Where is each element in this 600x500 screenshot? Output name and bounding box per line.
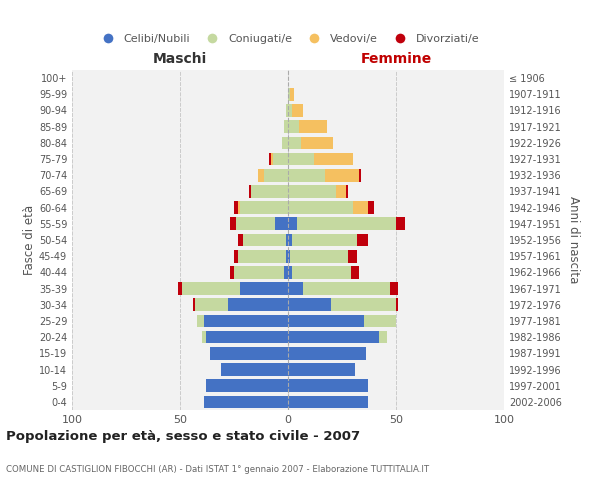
Bar bbox=[269, 152, 271, 166]
Bar bbox=[197, 314, 204, 328]
Bar bbox=[288, 218, 296, 230]
Bar bbox=[303, 282, 389, 295]
Bar bbox=[349, 250, 357, 262]
Bar bbox=[210, 347, 288, 360]
Bar bbox=[249, 185, 251, 198]
Bar bbox=[288, 380, 368, 392]
Bar bbox=[241, 202, 288, 214]
Bar bbox=[325, 169, 359, 181]
Bar bbox=[292, 234, 357, 246]
Bar bbox=[288, 136, 301, 149]
Bar bbox=[288, 185, 335, 198]
Bar bbox=[227, 298, 288, 311]
Bar bbox=[346, 185, 349, 198]
Bar bbox=[204, 314, 288, 328]
Bar bbox=[368, 202, 374, 214]
Bar bbox=[242, 234, 286, 246]
Bar bbox=[335, 185, 346, 198]
Bar bbox=[288, 282, 303, 295]
Bar bbox=[292, 266, 350, 278]
Bar bbox=[288, 152, 314, 166]
Bar bbox=[234, 250, 238, 262]
Bar bbox=[396, 298, 398, 311]
Bar bbox=[288, 266, 292, 278]
Bar bbox=[286, 104, 288, 117]
Bar bbox=[389, 282, 398, 295]
Bar bbox=[288, 202, 353, 214]
Bar bbox=[290, 250, 349, 262]
Bar bbox=[288, 88, 290, 101]
Bar bbox=[286, 234, 288, 246]
Bar bbox=[182, 282, 241, 295]
Y-axis label: Anni di nascita: Anni di nascita bbox=[567, 196, 580, 284]
Bar bbox=[238, 250, 286, 262]
Bar bbox=[286, 250, 288, 262]
Bar bbox=[251, 185, 288, 198]
Bar bbox=[206, 380, 288, 392]
Bar bbox=[271, 152, 273, 166]
Bar bbox=[234, 202, 238, 214]
Bar bbox=[238, 234, 242, 246]
Text: COMUNE DI CASTIGLION FIBOCCHI (AR) - Dati ISTAT 1° gennaio 2007 - Elaborazione T: COMUNE DI CASTIGLION FIBOCCHI (AR) - Dat… bbox=[6, 465, 429, 474]
Bar bbox=[288, 120, 299, 133]
Text: Femmine: Femmine bbox=[361, 52, 431, 66]
Bar bbox=[288, 314, 364, 328]
Bar bbox=[284, 266, 288, 278]
Bar bbox=[288, 250, 290, 262]
Text: Popolazione per età, sesso e stato civile - 2007: Popolazione per età, sesso e stato civil… bbox=[6, 430, 360, 443]
Bar bbox=[206, 331, 288, 344]
Text: Maschi: Maschi bbox=[153, 52, 207, 66]
Bar bbox=[195, 298, 227, 311]
Y-axis label: Fasce di età: Fasce di età bbox=[23, 205, 36, 275]
Bar bbox=[230, 266, 234, 278]
Bar bbox=[273, 152, 288, 166]
Bar bbox=[364, 314, 396, 328]
Bar bbox=[204, 396, 288, 408]
Bar bbox=[193, 298, 195, 311]
Bar bbox=[202, 331, 206, 344]
Bar bbox=[357, 234, 368, 246]
Bar bbox=[350, 266, 359, 278]
Bar bbox=[296, 218, 396, 230]
Legend: Celibi/Nubili, Coniugati/e, Vedovi/e, Divorziati/e: Celibi/Nubili, Coniugati/e, Vedovi/e, Di… bbox=[97, 34, 479, 44]
Bar bbox=[288, 298, 331, 311]
Bar bbox=[241, 282, 288, 295]
Bar bbox=[290, 88, 295, 101]
Bar bbox=[353, 202, 368, 214]
Bar bbox=[234, 266, 284, 278]
Bar bbox=[221, 363, 288, 376]
Bar bbox=[396, 218, 404, 230]
Bar bbox=[331, 298, 396, 311]
Bar bbox=[178, 282, 182, 295]
Bar bbox=[275, 218, 288, 230]
Bar bbox=[299, 120, 327, 133]
Bar bbox=[301, 136, 334, 149]
Bar bbox=[288, 169, 325, 181]
Bar bbox=[288, 363, 355, 376]
Bar bbox=[288, 234, 292, 246]
Bar bbox=[292, 104, 303, 117]
Bar bbox=[258, 169, 264, 181]
Bar bbox=[281, 136, 288, 149]
Bar bbox=[379, 331, 388, 344]
Bar bbox=[236, 218, 275, 230]
Bar bbox=[288, 331, 379, 344]
Bar bbox=[284, 120, 288, 133]
Bar bbox=[238, 202, 241, 214]
Bar bbox=[264, 169, 288, 181]
Bar bbox=[288, 347, 366, 360]
Bar bbox=[230, 218, 236, 230]
Bar bbox=[288, 104, 292, 117]
Bar bbox=[359, 169, 361, 181]
Bar bbox=[288, 396, 368, 408]
Bar bbox=[314, 152, 353, 166]
